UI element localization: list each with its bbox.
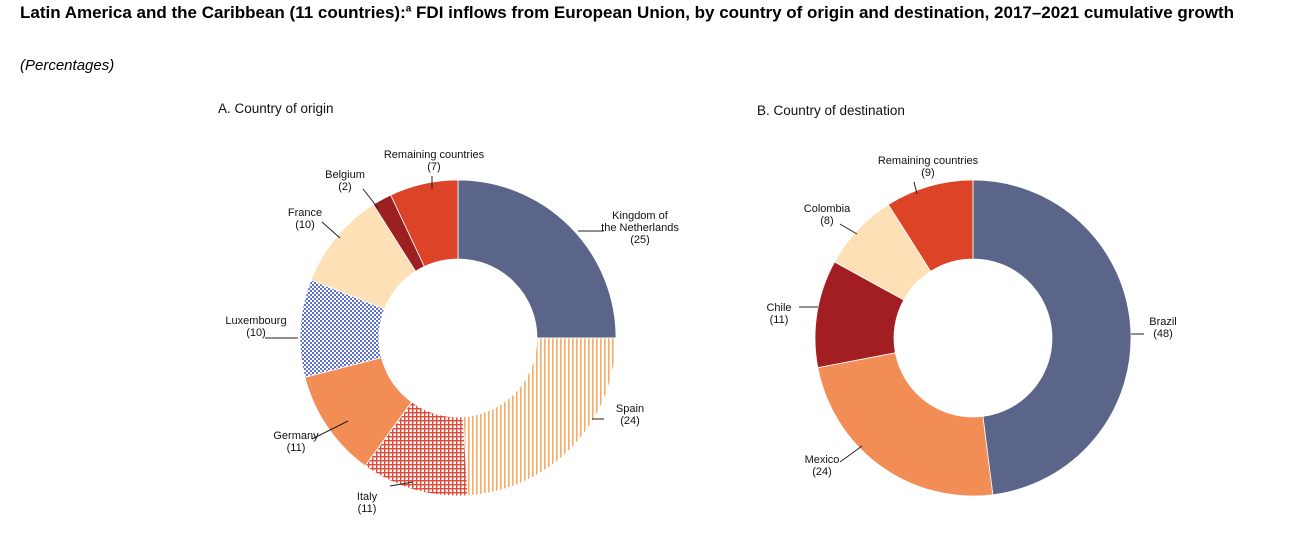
origin-leader-france (321, 221, 341, 239)
destination-label-chile: Chile (11) (766, 302, 791, 326)
origin-label-belgium: Belgium (2) (325, 169, 365, 193)
origin-label-spain: Spain (24) (616, 403, 644, 427)
destination-leader-colombia (839, 223, 858, 235)
origin-value-italy: (11) (358, 503, 377, 515)
destination-value-mexico: (24) (812, 466, 832, 478)
origin-value-germany: (11) (287, 442, 306, 454)
destination-label-mexico: Mexico (24) (805, 454, 840, 478)
destination-leader-remaining-countries (913, 181, 918, 195)
destination-label-remaining-countries: Remaining countries (9) (878, 155, 979, 179)
origin-value-spain: (24) (620, 415, 640, 427)
origin-value-remaining-countries: (7) (427, 161, 440, 173)
destination-value-brazil: (48) (1153, 328, 1173, 340)
origin-value-luxembourg: (10) (246, 327, 266, 339)
origin-value-france: (10) (295, 219, 315, 231)
origin-label-luxembourg: Luxembourg (10) (225, 315, 286, 339)
origin-label-france: France (10) (288, 207, 322, 231)
destination-leader-mexico (839, 445, 863, 463)
origin-label-kingdom-of-the-netherlands: Kingdom of the Netherlands (25) (601, 210, 679, 246)
origin-label-germany: Germany (11) (273, 430, 319, 454)
origin-value-kingdom-of-the-netherlands: (25) (630, 234, 650, 246)
origin-value-belgium: (2) (338, 181, 351, 193)
origin-slice-kingdom-of-the-netherlands (457, 179, 617, 339)
origin-slice-spain (462, 337, 617, 497)
origin-chart: A. Country of origin Kingdom of the Nether… (218, 101, 679, 515)
chart-subtitle: (Percentages) (20, 57, 115, 74)
destination-slice-brazil (972, 179, 1132, 496)
origin-label-remaining-countries: Remaining countries (7) (384, 149, 485, 173)
destination-chart: B. Country of destination Brazil (48) Mexic… (757, 103, 1177, 497)
chart-title: Latin America and the Caribbean (11 coun… (20, 3, 1235, 22)
destination-panel-title: B. Country of destination (757, 103, 905, 118)
origin-panel-title: A. Country of origin (218, 101, 334, 116)
origin-label-italy: Italy (11) (357, 491, 378, 515)
destination-value-colombia: (8) (820, 215, 833, 227)
origin-leader-belgium (362, 188, 379, 209)
destination-slice-mexico (817, 352, 994, 497)
destination-value-chile: (11) (770, 314, 789, 326)
destination-label-brazil: Brazil (48) (1149, 316, 1177, 340)
destination-label-colombia: Colombia (8) (804, 203, 851, 227)
origin-leader-italy (389, 481, 414, 487)
origin-leader-germany (311, 420, 349, 440)
origin-slice-remaining-countries (390, 179, 459, 268)
destination-value-remaining-countries: (9) (921, 167, 934, 179)
destination-slice-remaining-countries (887, 179, 974, 272)
